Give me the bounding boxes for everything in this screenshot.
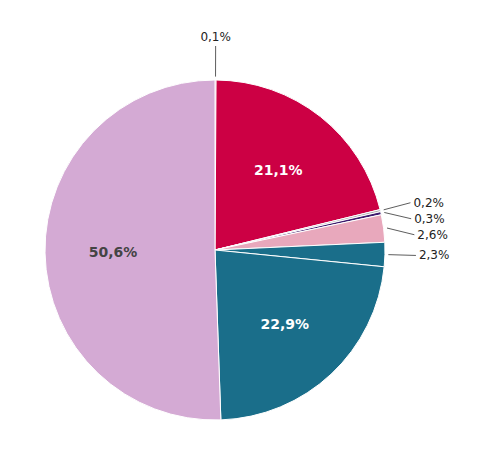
leader-line xyxy=(387,228,414,235)
pie-chart: 21,1% 22,9% 50,6% 0,1% 0,2% 0,3% 2,6% 2,3% xyxy=(0,0,478,469)
leader-line xyxy=(384,212,411,218)
leader-lines xyxy=(216,46,416,255)
data-label: 0,1% xyxy=(200,30,231,44)
data-label: 2,6% xyxy=(417,228,448,242)
data-labels: 21,1% 22,9% 50,6% 0,1% 0,2% 0,3% 2,6% 2,3% xyxy=(89,30,450,332)
slices xyxy=(45,80,385,420)
leader-line xyxy=(215,46,216,77)
slice xyxy=(45,80,221,420)
data-label: 50,6% xyxy=(89,244,138,260)
data-label: 0,2% xyxy=(413,196,444,210)
data-label: 2,3% xyxy=(419,248,450,262)
chart-container: 21,1% 22,9% 50,6% 0,1% 0,2% 0,3% 2,6% 2,3% xyxy=(0,0,478,469)
leader-line xyxy=(384,203,411,210)
leader-line xyxy=(388,254,416,256)
slice xyxy=(215,250,384,420)
data-label: 21,1% xyxy=(254,162,303,178)
data-label: 0,3% xyxy=(414,212,445,226)
data-label: 22,9% xyxy=(260,316,309,332)
